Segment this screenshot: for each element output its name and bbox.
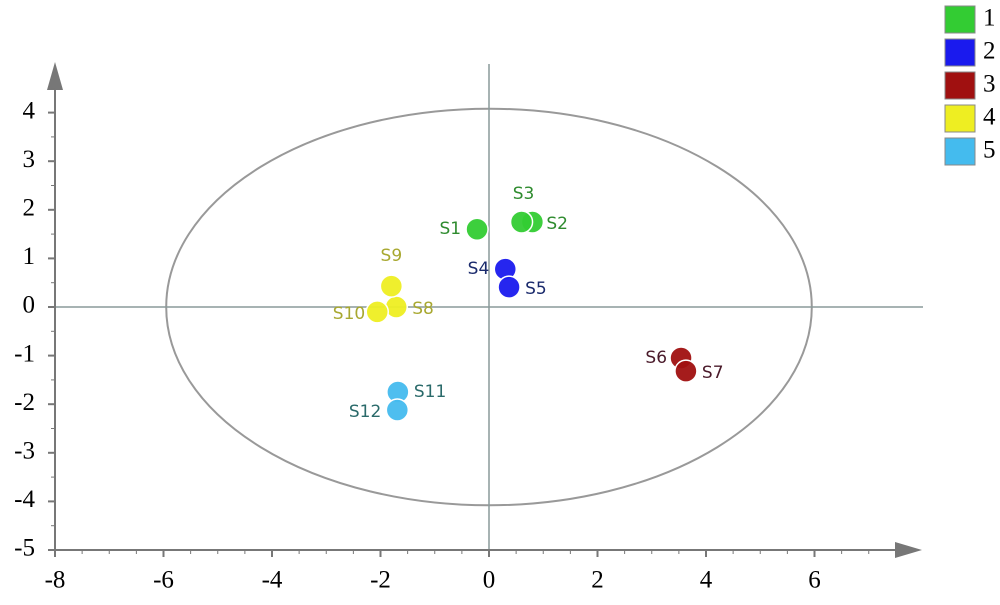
point-label: S3 xyxy=(513,184,535,204)
y-tick-label: -2 xyxy=(14,389,35,416)
point xyxy=(509,210,534,234)
x-tick-label: 4 xyxy=(700,567,713,594)
x-tick-label: 0 xyxy=(483,567,496,594)
legend-swatch xyxy=(944,137,976,166)
point-label: S6 xyxy=(645,348,667,368)
point-label: S5 xyxy=(525,279,547,299)
legend-label: 4 xyxy=(983,104,996,131)
legend-swatch xyxy=(944,5,976,34)
point-label: S12 xyxy=(349,402,381,422)
y-tick-label: 0 xyxy=(23,292,36,319)
legend-label: 3 xyxy=(983,71,996,98)
y-tick-label: -1 xyxy=(14,340,35,367)
point xyxy=(497,275,521,299)
y-tick-label: 4 xyxy=(23,97,36,124)
point-label: S11 xyxy=(414,382,446,402)
x-tick-label: 2 xyxy=(591,567,604,594)
legend-swatch xyxy=(944,38,976,67)
point-label: S10 xyxy=(333,304,365,324)
legend-swatch xyxy=(944,104,976,133)
y-tick-label: -5 xyxy=(14,535,35,562)
x-tick-label: -4 xyxy=(262,567,283,594)
point-label: S8 xyxy=(412,299,434,319)
point xyxy=(379,274,404,298)
legend-swatch xyxy=(944,71,976,100)
legend-label: 1 xyxy=(983,5,996,32)
y-tick-label: -4 xyxy=(14,486,35,513)
point-label: S7 xyxy=(702,363,724,383)
x-axis-arrow xyxy=(895,542,922,558)
point-label: S9 xyxy=(381,246,403,266)
x-tick-label: -8 xyxy=(45,567,66,594)
point-label: S2 xyxy=(546,214,568,234)
point-label: S4 xyxy=(468,259,490,279)
point xyxy=(385,398,410,422)
y-tick-label: -3 xyxy=(14,438,35,465)
y-tick-label: 3 xyxy=(23,146,36,173)
y-axis-arrow xyxy=(47,62,63,90)
legend-label: 5 xyxy=(983,137,996,164)
x-tick-label: -6 xyxy=(153,567,174,594)
point xyxy=(365,300,389,324)
y-tick-label: 1 xyxy=(23,243,36,270)
x-tick-label: -2 xyxy=(370,567,391,594)
x-tick-label: 6 xyxy=(808,567,821,594)
point xyxy=(465,217,489,241)
legend-label: 2 xyxy=(983,38,996,65)
y-tick-label: 2 xyxy=(23,195,36,222)
point xyxy=(674,359,698,383)
point-label: S1 xyxy=(439,219,461,239)
